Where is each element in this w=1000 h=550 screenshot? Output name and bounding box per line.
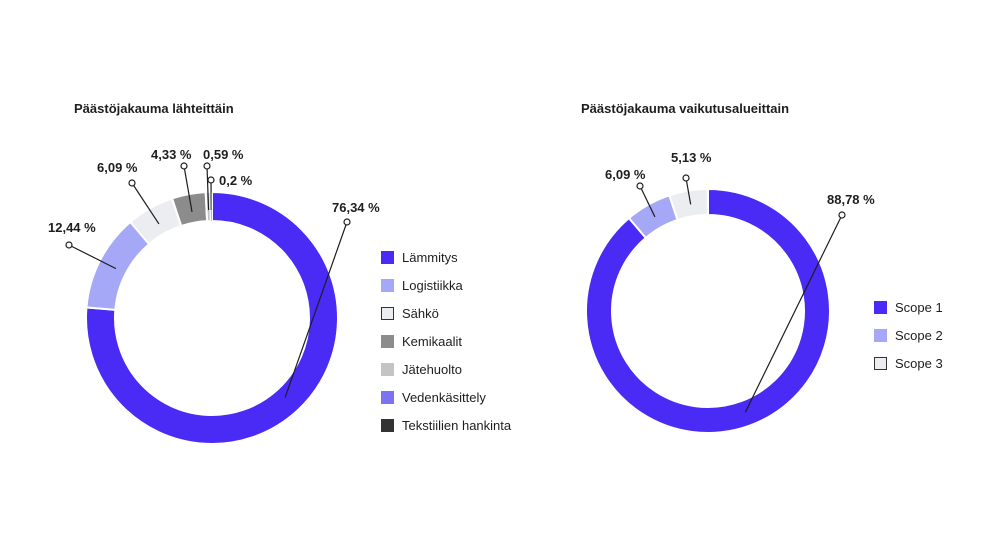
leader-dot xyxy=(682,174,690,182)
data-label: 4,33 % xyxy=(151,147,192,162)
data-label: 5,13 % xyxy=(671,150,712,165)
legend-item-lammitys: Lämmitys xyxy=(381,243,511,271)
legend-label: Scope 3 xyxy=(895,355,943,371)
legend-item-jatehuolto: Jätehuolto xyxy=(381,355,511,383)
data-label: 6,09 % xyxy=(97,160,138,175)
chart-emissions-by-scope: Päästöjakauma vaikutusalueittain 88,78 %… xyxy=(560,0,1000,550)
legend-item-tekstiilien-hankinta: Tekstiilien hankinta xyxy=(381,411,511,439)
legend-swatch xyxy=(381,362,394,376)
slice-logistiikka xyxy=(85,220,151,311)
legend-label: Scope 1 xyxy=(895,299,943,315)
chart-legend: Lämmitys Logistiikka Sähkö Kemikaalit Jätehu… xyxy=(381,243,511,439)
legend-label: Vedenkäsittely xyxy=(402,389,486,405)
leader-line xyxy=(744,214,843,413)
data-label: 76,34 % xyxy=(332,200,380,215)
legend-item-vedenkasittely: Vedenkäsittely xyxy=(381,383,511,411)
legend-swatch xyxy=(381,390,394,404)
leader-line xyxy=(131,182,160,225)
legend-label: Sähkö xyxy=(402,305,439,321)
chart-legend: Scope 1 Scope 2 Scope 3 xyxy=(874,293,943,377)
leader-dot xyxy=(207,176,215,184)
leader-line xyxy=(206,165,210,211)
legend-label: Lämmitys xyxy=(402,249,458,265)
donut-chart: 76,34 % 12,44 % 6,09 % 4,33 % 0,59 % 0,2 % xyxy=(48,147,380,445)
data-label: 0,59 % xyxy=(203,147,244,162)
leader-dot xyxy=(838,211,846,219)
legend-item-scope-1: Scope 1 xyxy=(874,293,943,321)
data-label: 88,78 % xyxy=(827,192,875,207)
legend-swatch xyxy=(381,334,394,348)
legend-label: Logistiikka xyxy=(402,277,463,293)
legend-label: Jätehuolto xyxy=(402,361,462,377)
legend-item-scope-2: Scope 2 xyxy=(874,321,943,349)
legend-item-sahko: Sähkö xyxy=(381,299,511,327)
donut-chart: 88,78 % 6,09 % 5,13 % xyxy=(585,150,875,434)
data-label: 12,44 % xyxy=(48,220,96,235)
leader-dot xyxy=(180,162,188,170)
slice-scope-3 xyxy=(668,187,709,222)
leader-dot xyxy=(636,182,644,190)
legend-item-logistiikka: Logistiikka xyxy=(381,271,511,299)
leader-line xyxy=(284,221,348,398)
legend-label: Tekstiilien hankinta xyxy=(402,417,512,433)
leader-line xyxy=(183,165,193,212)
legend-swatch xyxy=(381,250,394,264)
legend-item-kemikaalit: Kemikaalit xyxy=(381,327,511,355)
leader-dot xyxy=(203,162,211,170)
leader-line xyxy=(639,185,656,218)
legend-swatch xyxy=(381,306,394,320)
legend-label: Kemikaalit xyxy=(402,333,462,349)
legend-swatch xyxy=(874,328,887,342)
legend-swatch xyxy=(381,418,394,432)
legend-label: Scope 2 xyxy=(895,327,943,343)
data-label: 6,09 % xyxy=(605,167,646,182)
leader-line xyxy=(685,177,692,205)
slice-scope-1 xyxy=(585,187,831,434)
leader-dot xyxy=(65,241,73,249)
chart-title: Päästöjakauma vaikutusalueittain xyxy=(581,101,790,116)
leader-line xyxy=(68,244,117,270)
leader-dot xyxy=(128,179,136,187)
chart-title: Päästöjakauma lähteittäin xyxy=(74,101,234,116)
slice-lammitys xyxy=(85,190,339,445)
legend-item-scope-3: Scope 3 xyxy=(874,349,943,377)
data-label: 0,2 % xyxy=(219,173,253,188)
chart-emissions-by-source: Päästöjakauma lähteittäin 76,34 % 12,44 %… xyxy=(48,101,511,445)
legend-swatch xyxy=(381,278,394,292)
legend-swatch xyxy=(874,300,887,314)
leader-dot xyxy=(343,218,351,226)
legend-swatch xyxy=(874,356,887,370)
